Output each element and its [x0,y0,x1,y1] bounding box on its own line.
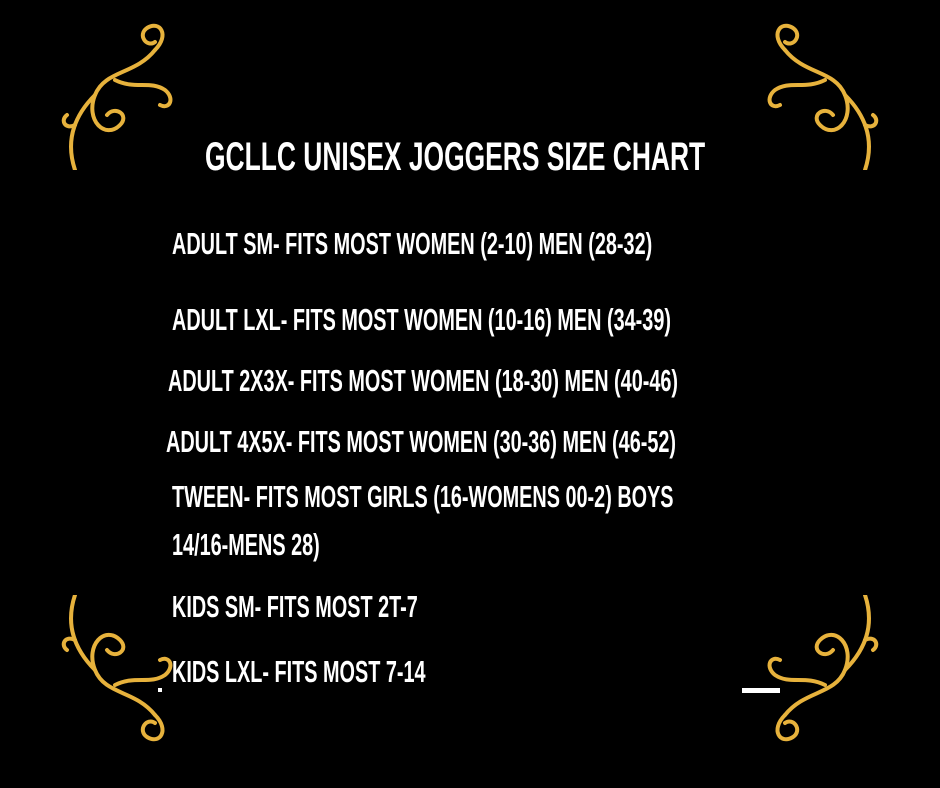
dash-mark [742,688,780,693]
size-row-tween-cont: 14/16-MENS 28) [172,527,320,562]
dot-mark [158,688,162,692]
size-row-kids-sm: KIDS SM- FITS MOST 2T-7 [172,589,418,624]
page-title: GCLLC UNISEX JOGGERS SIZE CHART [205,135,706,179]
size-row-kids-lxl: KIDS LXL- FITS MOST 7-14 [172,654,426,689]
size-row-tween: TWEEN- FITS MOST GIRLS (16-WOMENS 00-2) … [172,479,674,514]
size-row-adult-lxl: ADULT LXL- FITS MOST WOMEN (10-16) MEN (… [172,302,671,337]
size-row-adult-2x3x: ADULT 2X3X- FITS MOST WOMEN (18-30) MEN … [168,363,679,398]
size-row-adult-sm: ADULT SM- FITS MOST WOMEN (2-10) MEN (28… [172,226,653,261]
ornament-bottom-left-icon [61,595,173,742]
size-row-adult-4x5x: ADULT 4X5X- FITS MOST WOMEN (30-36) MEN … [166,424,677,459]
ornament-bottom-right-icon [767,595,879,742]
ornament-top-right-icon [767,23,879,170]
ornament-top-left-icon [61,23,173,170]
